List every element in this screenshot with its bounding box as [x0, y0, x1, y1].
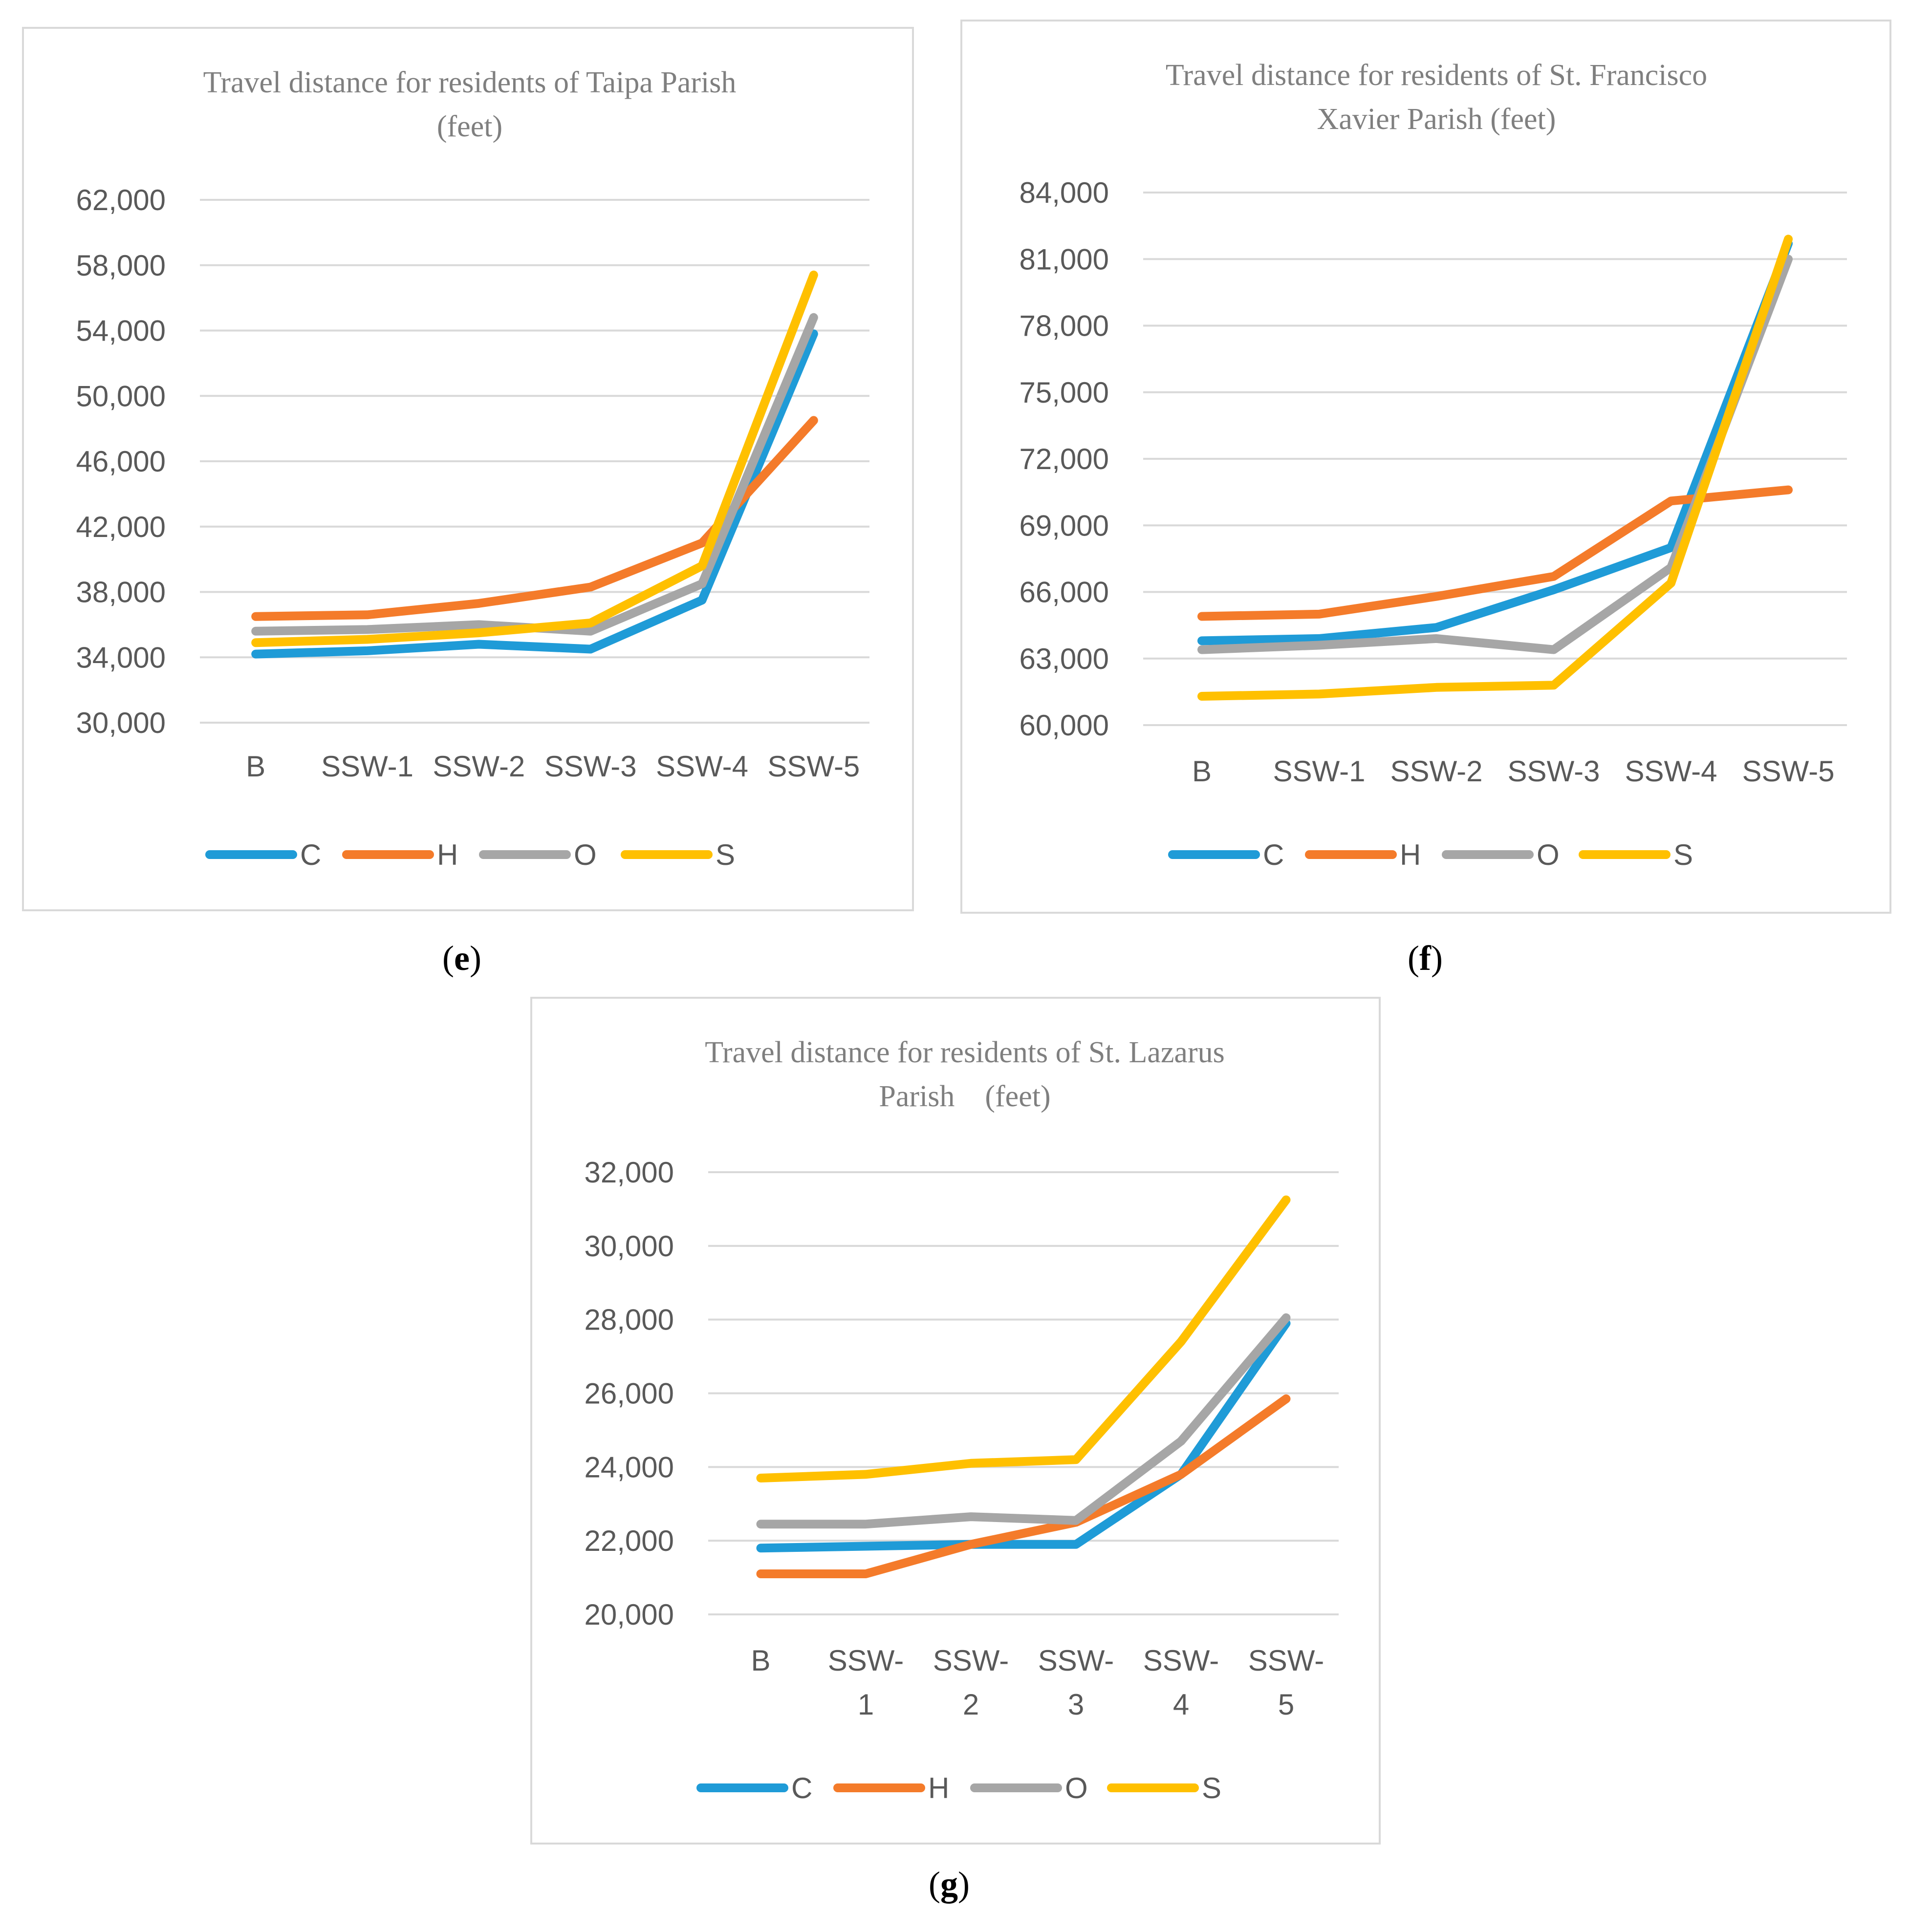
- x-tick-label: 5: [1278, 1688, 1294, 1721]
- y-tick-label: 66,000: [1019, 576, 1109, 609]
- y-tick-label: 62,000: [76, 184, 166, 216]
- y-tick-label: 28,000: [584, 1304, 674, 1336]
- y-tick-label: 26,000: [584, 1377, 674, 1410]
- legend-label-o: O: [574, 838, 597, 871]
- x-tick-label: SSW-: [1038, 1644, 1114, 1677]
- series-line-c: [756, 1319, 1291, 1553]
- y-tick-label: 24,000: [584, 1451, 674, 1483]
- y-tick-label: 30,000: [584, 1230, 674, 1263]
- x-tick-label: SSW-3: [1508, 755, 1600, 788]
- x-tick-label: SSW-2: [1390, 755, 1483, 788]
- caption-f: (f): [1408, 939, 1443, 978]
- x-tick-label: SSW-: [1248, 1644, 1324, 1677]
- chart-title-line-1: Travel distance for residents of St. Fra…: [1166, 59, 1707, 92]
- legend-label-o: O: [1065, 1772, 1088, 1804]
- chart-title-line-2: Parish (feet): [879, 1080, 1050, 1113]
- y-tick-label: 42,000: [76, 511, 166, 543]
- y-tick-label: 84,000: [1019, 176, 1109, 209]
- y-tick-label: 20,000: [584, 1598, 674, 1631]
- series-line-s: [1197, 235, 1793, 701]
- y-tick-label: 22,000: [584, 1524, 674, 1557]
- y-tick-label: 30,000: [76, 707, 166, 739]
- x-tick-label: SSW-5: [767, 750, 860, 783]
- y-tick-label: 75,000: [1019, 376, 1109, 409]
- y-tick-label: 60,000: [1019, 709, 1109, 742]
- chart-taipa-svg: Travel distance for residents of Taipa P…: [76, 66, 869, 871]
- legend-label-o: O: [1537, 838, 1560, 871]
- y-tick-label: 54,000: [76, 315, 166, 347]
- series-line-c: [251, 329, 818, 659]
- chart-st-francisco-xavier-svg: Travel distance for residents of St. Fra…: [1019, 59, 1847, 871]
- y-tick-label: 78,000: [1019, 310, 1109, 343]
- caption-g-letter: g: [940, 1865, 958, 1904]
- legend-label-s: S: [1202, 1772, 1221, 1804]
- x-tick-label: 3: [1068, 1688, 1084, 1721]
- legend-label-c: C: [1263, 838, 1284, 871]
- chart-title-line-2: (feet): [437, 110, 502, 143]
- caption-g: (g): [929, 1865, 970, 1904]
- y-tick-label: 46,000: [76, 445, 166, 478]
- x-tick-label: SSW-5: [1742, 755, 1835, 788]
- chart-panel-st-francisco-xavier: Travel distance for residents of St. Fra…: [960, 20, 1891, 914]
- x-tick-label: 1: [858, 1688, 874, 1721]
- series-line-h: [1197, 485, 1793, 621]
- series-line-s: [251, 270, 818, 647]
- legend-label-h: H: [1400, 838, 1421, 871]
- legend-label-s: S: [716, 838, 735, 871]
- series-line-c: [1197, 239, 1793, 645]
- y-tick-label: 32,000: [584, 1156, 674, 1189]
- x-tick-label: SSW-3: [544, 750, 637, 783]
- series-line-o: [756, 1313, 1291, 1529]
- y-tick-label: 63,000: [1019, 643, 1109, 675]
- y-tick-label: 72,000: [1019, 443, 1109, 475]
- x-tick-label: B: [1192, 755, 1212, 788]
- chart-panel-taipa: Travel distance for residents of Taipa P…: [22, 27, 914, 911]
- chart-st-lazarus-svg: Travel distance for residents of St. Laz…: [584, 1036, 1339, 1804]
- chart-title-line-2: Xavier Parish (feet): [1317, 103, 1556, 136]
- legend-label-s: S: [1673, 838, 1693, 871]
- caption-e: (e): [442, 939, 481, 978]
- series-line-s: [756, 1195, 1291, 1482]
- x-tick-label: SSW-1: [321, 750, 413, 783]
- y-tick-label: 38,000: [76, 576, 166, 609]
- series-line-h: [756, 1394, 1291, 1578]
- x-tick-label: SSW-: [828, 1644, 904, 1677]
- y-tick-label: 34,000: [76, 641, 166, 674]
- y-tick-label: 58,000: [76, 249, 166, 282]
- y-tick-label: 81,000: [1019, 243, 1109, 276]
- y-tick-label: 69,000: [1019, 509, 1109, 542]
- chart-title-line-1: Travel distance for residents of Taipa P…: [203, 66, 737, 99]
- x-tick-label: SSW-1: [1273, 755, 1366, 788]
- chart-title-line-1: Travel distance for residents of St. Laz…: [705, 1036, 1224, 1069]
- legend-label-c: C: [300, 838, 321, 871]
- x-tick-label: B: [751, 1644, 770, 1677]
- x-tick-label: SSW-4: [1625, 755, 1717, 788]
- legend-label-h: H: [928, 1772, 949, 1804]
- x-tick-label: SSW-4: [656, 750, 748, 783]
- y-tick-label: 50,000: [76, 380, 166, 412]
- x-tick-label: SSW-: [1143, 1644, 1219, 1677]
- legend-label-h: H: [437, 838, 458, 871]
- x-tick-label: 4: [1173, 1688, 1189, 1721]
- caption-f-letter: f: [1419, 939, 1431, 978]
- x-tick-label: B: [246, 750, 265, 783]
- legend-label-c: C: [791, 1772, 812, 1804]
- x-tick-label: SSW-2: [433, 750, 525, 783]
- series-line-o: [251, 313, 818, 636]
- caption-e-letter: e: [454, 939, 470, 978]
- chart-panel-st-lazarus: Travel distance for residents of St. Laz…: [530, 997, 1381, 1845]
- x-tick-label: 2: [963, 1688, 979, 1721]
- x-tick-label: SSW-: [933, 1644, 1009, 1677]
